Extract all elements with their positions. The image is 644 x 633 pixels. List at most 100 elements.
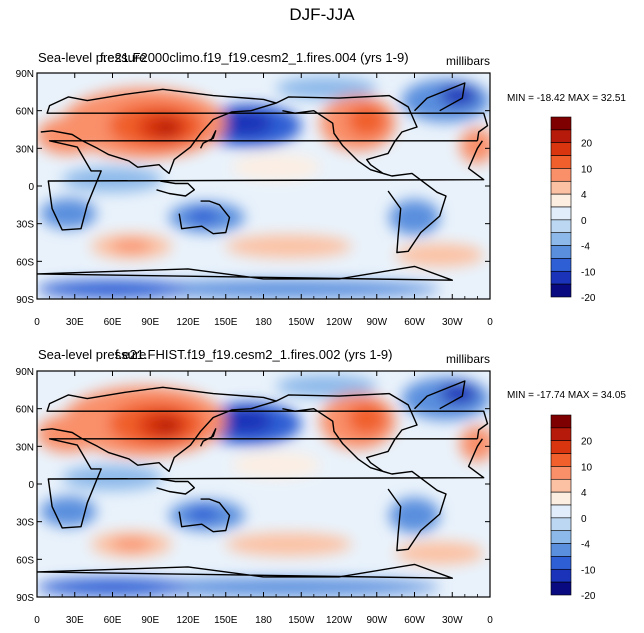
x-tick-label: 90E <box>141 317 159 328</box>
coastline <box>414 380 466 410</box>
colorbar-swatch <box>550 283 572 298</box>
x-tick-label: 90W <box>366 317 387 328</box>
colorbar-label: 10 <box>581 462 593 473</box>
x-tick-label: 150E <box>214 317 238 328</box>
field-contour <box>155 418 178 434</box>
colorbar-swatch <box>550 453 572 467</box>
colorbar-label: -20 <box>581 293 596 304</box>
x-tick-label: 30E <box>66 317 84 328</box>
field-contour <box>347 105 386 136</box>
field-contour <box>276 76 377 100</box>
x-tick-label: 0 <box>34 615 40 626</box>
y-tick-label: 0 <box>28 182 34 193</box>
colorbar-swatch <box>550 543 572 557</box>
panel-case-name: f.e21.FHIST.f19_f19.cesm2_1.fires.002 (y… <box>115 347 392 362</box>
map-field <box>37 371 490 597</box>
x-tick-label: 150W <box>288 317 315 328</box>
coastline <box>37 265 453 281</box>
panel-top: Sea-level pressure f.e21.F2000climo.f19_… <box>16 50 627 328</box>
field-contour <box>188 506 219 522</box>
x-tick-label: 180 <box>255 615 272 626</box>
y-tick-label: 60N <box>16 107 34 118</box>
colorbar-swatch <box>550 270 572 285</box>
x-tick-label: 30E <box>66 615 84 626</box>
panel-stats: MIN = -18.42 MAX = 32.51 <box>507 93 626 104</box>
field-contour <box>216 110 273 136</box>
field-contour <box>137 280 440 298</box>
coastline <box>178 498 231 533</box>
coastline <box>47 438 485 529</box>
colorbar-swatch <box>550 504 572 519</box>
x-tick-label: 90W <box>366 615 387 626</box>
colorbar-swatch <box>550 142 572 156</box>
colorbar-swatch <box>550 491 572 506</box>
colorbar-label: 20 <box>581 139 593 150</box>
y-tick-label: 30S <box>16 220 34 231</box>
colorbar-swatch <box>550 568 572 583</box>
field-contour <box>389 199 440 235</box>
field-contour <box>155 120 178 136</box>
coastline <box>199 130 217 149</box>
coastline <box>37 563 453 579</box>
panel-title: Sea-level pressure <box>38 50 146 65</box>
colorbar-swatch <box>550 440 572 454</box>
coastline <box>40 88 489 175</box>
panel-units: millibars <box>446 54 490 68</box>
coastline <box>199 428 217 447</box>
colorbar-swatch <box>550 581 572 596</box>
colorbar-label: -4 <box>581 242 590 253</box>
field-contour <box>37 578 188 596</box>
field-contour <box>111 537 152 551</box>
field-contour <box>395 541 484 565</box>
panel-bottom: Sea-level pressure f.e21.FHIST.f19_f19.c… <box>16 347 627 626</box>
colorbar-label: 0 <box>581 216 587 227</box>
colorbar-swatch <box>550 517 572 532</box>
colorbar-swatch <box>550 180 572 195</box>
y-tick-label: 60S <box>16 257 34 268</box>
field-contour <box>216 408 273 434</box>
colorbar-swatch <box>550 168 572 182</box>
coastline <box>275 94 418 177</box>
field-contour <box>111 239 152 253</box>
colorbar-label: 20 <box>581 437 593 448</box>
coastline <box>156 180 196 197</box>
coastline <box>414 82 466 112</box>
x-tick-label: 90E <box>141 615 159 626</box>
colorbar-swatch <box>550 245 572 259</box>
colorbar-label: -10 <box>581 565 596 576</box>
y-tick-label: 30S <box>16 518 34 529</box>
field-contour <box>37 414 100 453</box>
panel-stats: MIN = -17.74 MAX = 34.05 <box>507 390 626 401</box>
colorbar-swatch <box>550 219 572 234</box>
colorbar-swatch <box>550 556 572 570</box>
x-tick-label: 60E <box>104 615 122 626</box>
colorbar: 20 10 4 0 -4 -10 -20 <box>550 116 596 304</box>
y-tick-label: 60N <box>16 405 34 416</box>
field-contour <box>188 208 219 224</box>
x-tick-label: 120E <box>176 317 200 328</box>
y-tick-label: 90N <box>16 367 34 378</box>
colorbar-swatch <box>550 478 572 493</box>
colorbar-label: -4 <box>581 540 590 551</box>
colorbar-swatch <box>550 414 572 429</box>
map-field <box>37 73 490 299</box>
coastline <box>40 386 489 473</box>
field-contour <box>439 383 478 404</box>
x-tick-label: 30W <box>442 317 463 328</box>
colorbar: 20 10 4 0 -4 -10 -20 <box>550 414 596 602</box>
colorbar-swatch <box>550 155 572 169</box>
colorbar-swatch <box>550 129 572 144</box>
y-tick-label: 60S <box>16 555 34 566</box>
y-tick-label: 0 <box>28 480 34 491</box>
colorbar-swatch <box>550 193 572 208</box>
field-contour <box>37 116 100 155</box>
y-tick-label: 30N <box>16 442 34 453</box>
colorbar-label: -20 <box>581 591 596 602</box>
field-contour <box>459 426 490 462</box>
colorbar-label: 4 <box>581 190 587 201</box>
colorbar-swatch <box>550 466 572 480</box>
colorbar-swatch <box>550 116 572 131</box>
y-tick-label: 90S <box>16 295 34 306</box>
x-tick-label: 0 <box>487 317 493 328</box>
